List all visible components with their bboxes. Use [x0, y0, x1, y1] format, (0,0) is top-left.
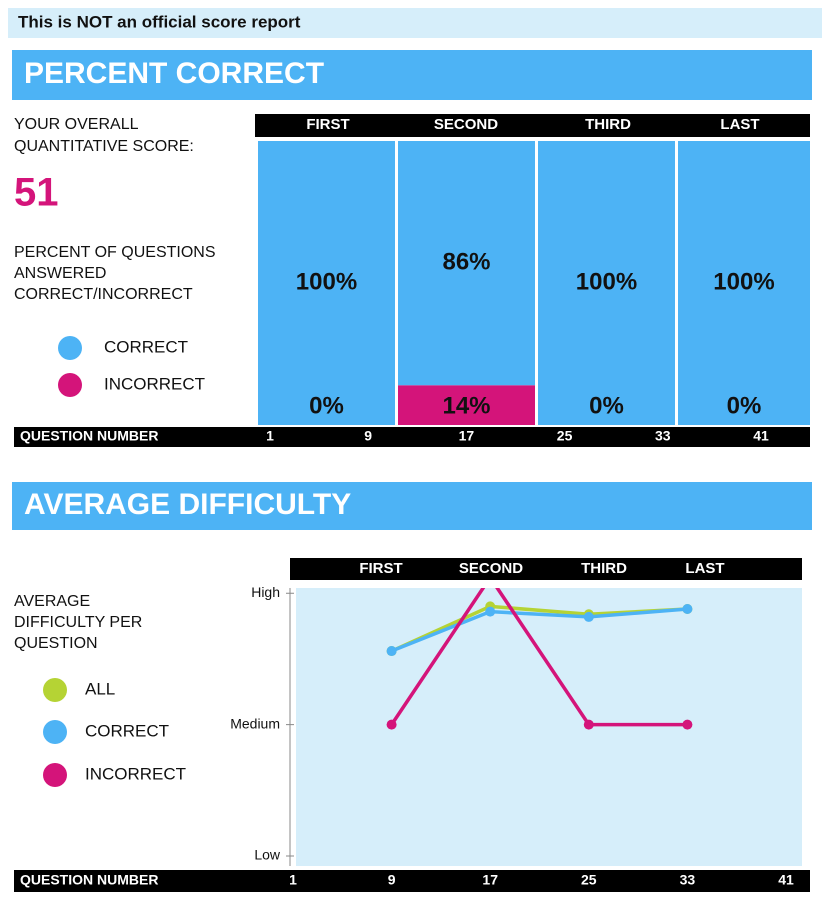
x-tick-label: 25: [581, 872, 597, 888]
period-label: SECOND: [434, 116, 498, 133]
point: [485, 606, 496, 617]
x-tick-label: 9: [388, 872, 396, 888]
notice-bar: [8, 8, 822, 38]
period-bar: [255, 114, 810, 137]
question-number: 41: [753, 428, 769, 444]
notice: This is NOT an official score report: [18, 12, 301, 31]
bar-segment: [398, 385, 535, 425]
axis-bar: [14, 427, 810, 447]
question-number: 25: [557, 428, 573, 444]
line: [390, 607, 688, 653]
period-bar: [290, 558, 802, 580]
value-label: 100%: [296, 268, 357, 295]
period-label: THIRD: [585, 116, 631, 133]
question-number: 17: [459, 428, 475, 444]
x-tick-label: 33: [680, 872, 696, 888]
point: [682, 719, 693, 730]
question-number: 9: [364, 428, 372, 444]
legend-marker: [58, 336, 82, 360]
period-label: SECOND: [459, 560, 523, 577]
x-tick-label: 17: [482, 872, 498, 888]
y-tick-label: High: [251, 584, 280, 600]
legend-label: ALL: [85, 679, 115, 698]
period-label: FIRST: [359, 560, 402, 577]
value-label: 0%: [727, 392, 762, 419]
bar-segment: [398, 141, 535, 386]
section-title: AVERAGE DIFFICULTY: [24, 488, 351, 521]
line: [390, 588, 688, 727]
point: [386, 719, 397, 730]
point: [583, 719, 594, 730]
point: [682, 604, 693, 615]
legend-label: INCORRECT: [104, 374, 205, 393]
legend-marker: [43, 763, 67, 787]
legend-marker: [43, 678, 67, 702]
plot-lines: [386, 588, 693, 730]
x-tick-label: 1: [289, 872, 297, 888]
legend-marker: [43, 720, 67, 744]
score: 51: [14, 171, 59, 215]
x-tick-label: 41: [778, 872, 794, 888]
score-label: QUANTITATIVE SCORE:: [14, 138, 194, 155]
period-label: LAST: [720, 116, 759, 133]
question-number: 33: [655, 428, 671, 444]
y-tick-label: Medium: [230, 715, 280, 731]
score-label: YOUR OVERALL: [14, 116, 139, 133]
value-label: 0%: [589, 392, 624, 419]
legend-label: INCORRECT: [85, 764, 186, 783]
chart-description: AVERAGE: [14, 593, 90, 610]
chart-description: ANSWERED: [14, 265, 106, 282]
value-label: 100%: [576, 268, 637, 295]
bar-segment: [258, 141, 395, 425]
chart-description: DIFFICULTY PER: [14, 614, 142, 631]
section-header: [12, 50, 812, 100]
legend-marker: [58, 373, 82, 397]
period-label: FIRST: [306, 116, 349, 133]
plot-area: [296, 588, 802, 866]
value-label: 86%: [442, 248, 490, 275]
axis-bar: [14, 870, 810, 892]
legend-label: CORRECT: [85, 721, 169, 740]
value-label: 14%: [442, 392, 490, 419]
section-title: PERCENT CORRECT: [24, 57, 324, 90]
value-label: 0%: [309, 392, 344, 419]
legend-label: CORRECT: [104, 337, 188, 356]
bar-segment: [678, 141, 810, 425]
point: [583, 611, 594, 622]
question-number: 1: [266, 428, 274, 444]
section-header: [12, 482, 812, 530]
x-axis-label: QUESTION NUMBER: [20, 872, 158, 888]
bar-segment: [538, 141, 675, 425]
y-tick-label: Low: [254, 847, 281, 863]
point: [386, 646, 397, 657]
chart-description: QUESTION: [14, 635, 98, 652]
period-label: THIRD: [581, 560, 627, 577]
chart-description: CORRECT/INCORRECT: [14, 286, 193, 303]
value-label: 100%: [713, 268, 774, 295]
period-label: LAST: [685, 560, 724, 577]
x-axis-label: QUESTION NUMBER: [20, 428, 158, 444]
chart-description: PERCENT OF QUESTIONS: [14, 244, 216, 261]
